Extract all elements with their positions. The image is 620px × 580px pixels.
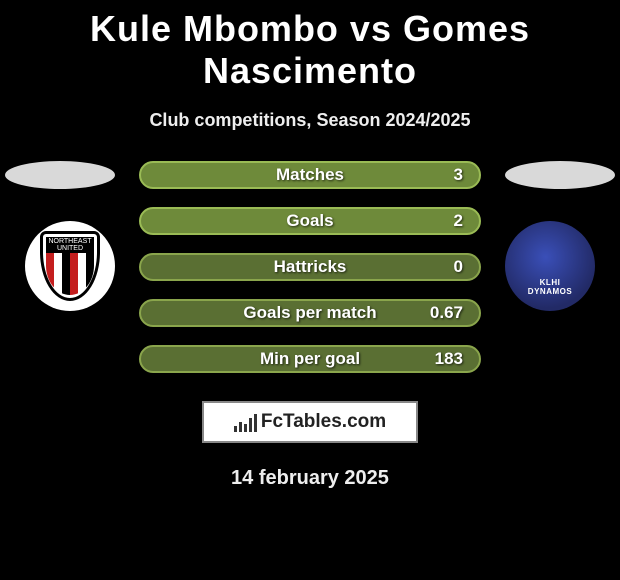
stat-row: Goals per match 0.67 bbox=[139, 299, 481, 327]
player-avatar-left bbox=[5, 161, 115, 189]
branding-box: FcTables.com bbox=[202, 401, 418, 443]
stat-label: Goals bbox=[286, 211, 333, 231]
stat-row: Goals 2 bbox=[139, 207, 481, 235]
page-title: Kule Mbombo vs Gomes Nascimento bbox=[0, 0, 620, 92]
shield-bottom-text: UNITED bbox=[57, 245, 83, 252]
stat-value: 0 bbox=[454, 257, 463, 277]
stat-row: Min per goal 183 bbox=[139, 345, 481, 373]
stat-label: Goals per match bbox=[243, 303, 376, 323]
club-right-bottom: DYNAMOS bbox=[528, 287, 572, 296]
stat-value: 0.67 bbox=[430, 303, 463, 323]
club-right-label: KLHI DYNAMOS bbox=[528, 279, 572, 297]
shield-top-text: NORTHEAST bbox=[48, 238, 91, 245]
bars-icon bbox=[234, 412, 257, 432]
club-badge-right: KLHI DYNAMOS bbox=[505, 221, 595, 311]
stat-row: Matches 3 bbox=[139, 161, 481, 189]
stat-label: Hattricks bbox=[274, 257, 347, 277]
date-label: 14 february 2025 bbox=[0, 467, 620, 490]
player-avatar-right bbox=[505, 161, 615, 189]
stat-label: Matches bbox=[276, 165, 344, 185]
stats-area: NORTHEAST UNITED KLHI DYNAMOS Matches 3 Go… bbox=[0, 161, 620, 373]
stat-row: Hattricks 0 bbox=[139, 253, 481, 281]
club-right-top: KLHI bbox=[540, 278, 561, 287]
stat-value: 183 bbox=[435, 349, 463, 369]
shield-label: NORTHEAST UNITED bbox=[46, 237, 94, 253]
stat-value: 3 bbox=[454, 165, 463, 185]
shield-icon: NORTHEAST UNITED bbox=[40, 231, 100, 301]
stat-label: Min per goal bbox=[260, 349, 360, 369]
club-badge-left: NORTHEAST UNITED bbox=[25, 221, 115, 311]
stat-value: 2 bbox=[454, 211, 463, 231]
branding-text: FcTables.com bbox=[261, 411, 386, 433]
page-subtitle: Club competitions, Season 2024/2025 bbox=[0, 110, 620, 131]
